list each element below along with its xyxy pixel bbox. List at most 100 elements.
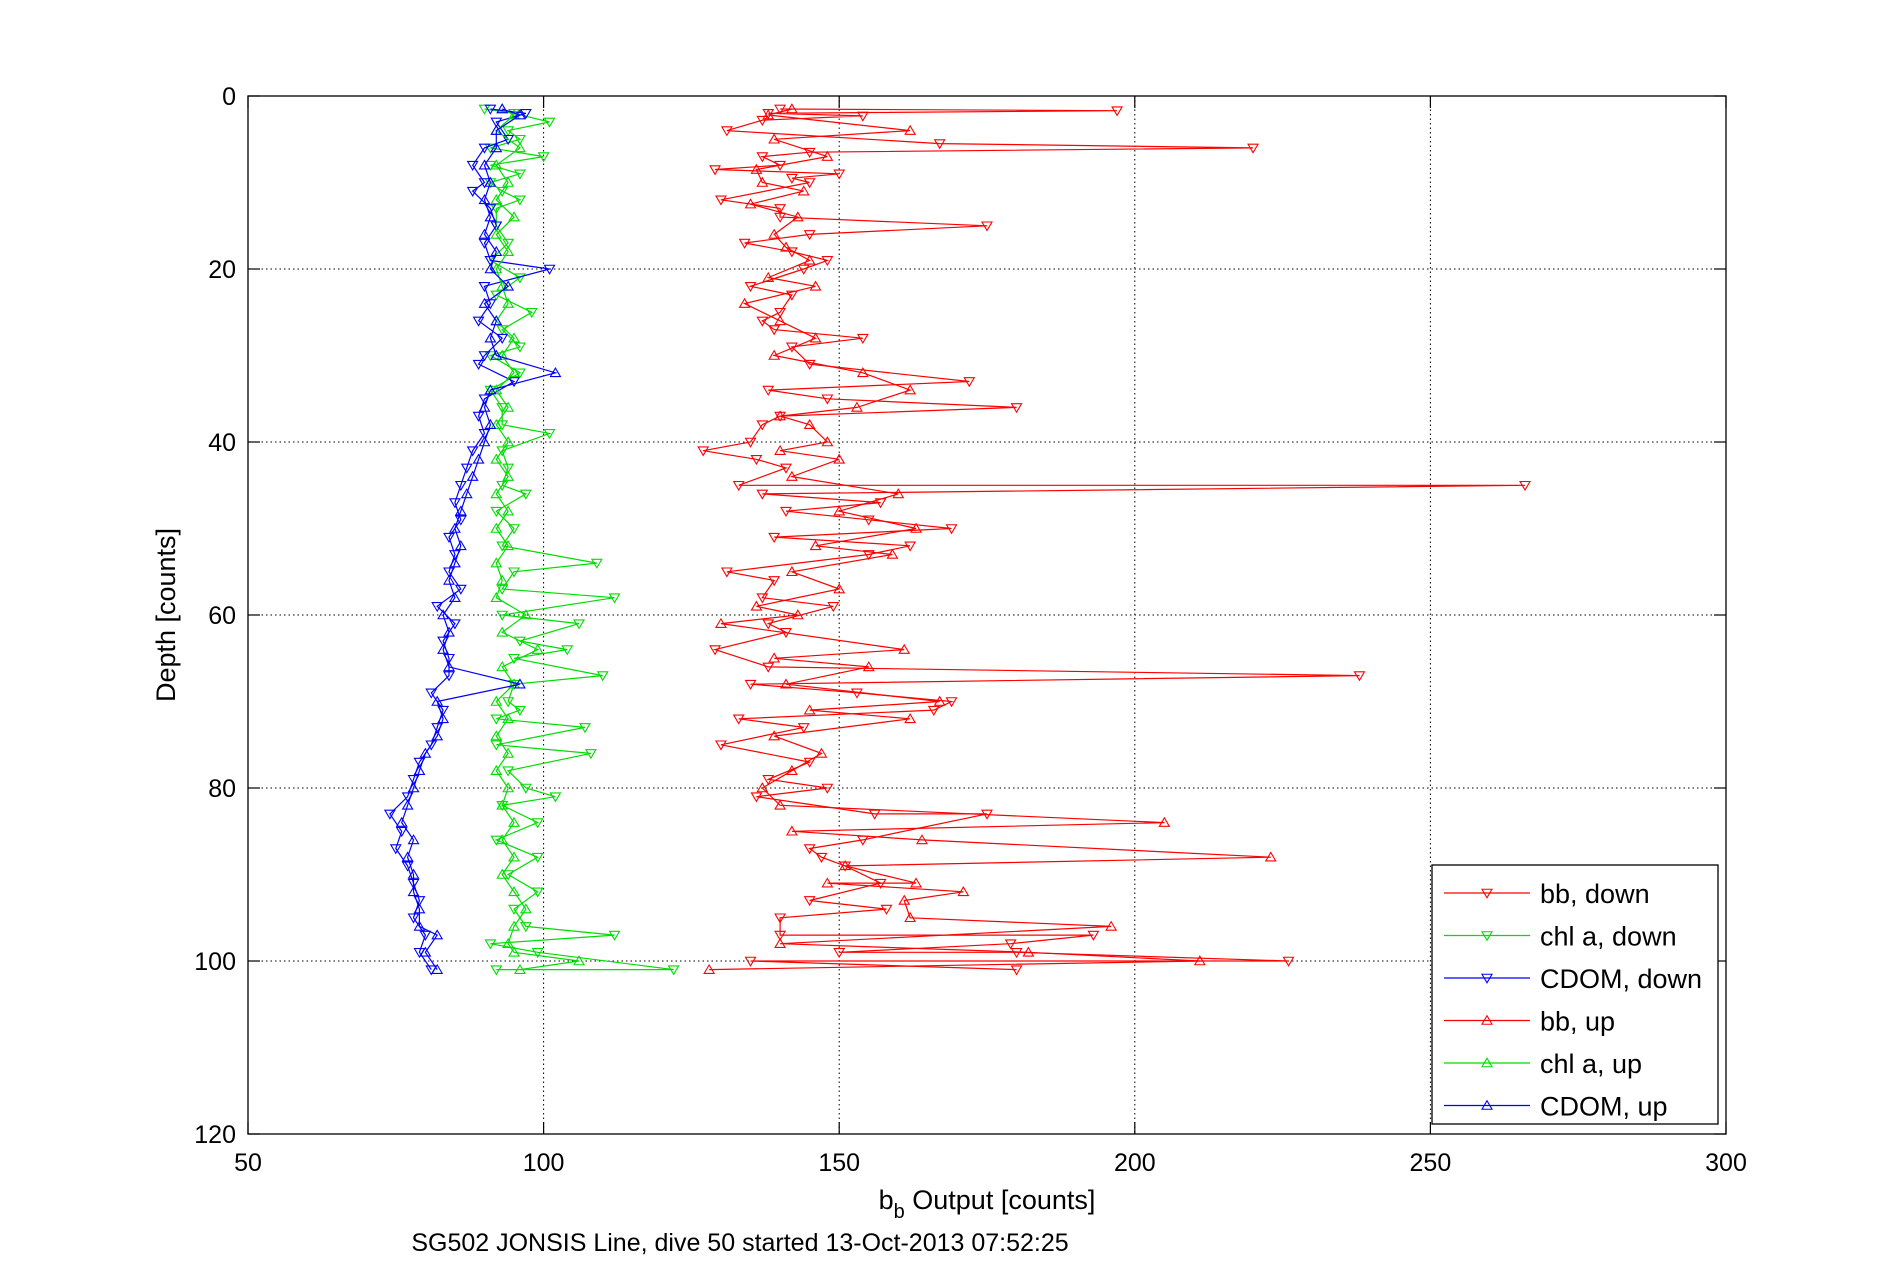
data-point-bb-down [785,173,798,185]
data-point-cdom-up [484,418,497,430]
data-point-bb-up [780,678,792,689]
data-point-chl-a-up [508,211,521,222]
data-point-bb-up [833,505,846,516]
legend-label: bb, up [1540,1007,1615,1037]
data-point-chl-a-down [496,186,509,197]
data-point-cdom-up [413,764,426,776]
legend-label: CDOM, up [1540,1092,1668,1122]
data-point-cdom-up [513,109,526,120]
data-point-chl-a-down [596,671,609,682]
legend-marker [1481,1014,1493,1025]
data-point-bb-down [756,316,769,327]
data-point-bb-down [1353,671,1366,682]
legend: bb, down chl a, down CDOM, down bb, up chl a… [1431,864,1719,1125]
x-tick-label: 50 [234,1149,262,1177]
ticks: 50 100 150 200 250 300 0 20 40 60 80 100 120 [194,83,1747,1177]
legend-item-cdom-down: CDOM, down [1444,964,1702,994]
data-point-bb-down [744,956,757,967]
series-line-chl-a-down [484,108,674,971]
data-point-chl-a-up [496,349,509,360]
data-point-bb-up [933,695,946,706]
data-point-cdom-up [484,176,497,187]
data-point-chl-a-up [502,176,515,187]
data-point-chl-a-down [502,766,515,777]
data-point-bb-down [720,126,733,137]
data-point-cdom-down [502,134,515,146]
data-point-cdom-down [466,186,479,197]
data-point-bb-down [981,221,993,232]
data-point-chl-a-up [490,764,503,776]
data-point-bb-down [803,178,816,189]
y-tick-label: 20 [208,256,236,284]
data-point-bb-down [797,723,810,734]
y-tick-label: 120 [194,1121,236,1149]
legend-item-chl-a-up: chl a, up [1444,1049,1642,1079]
data-point-chl-a-up [496,868,509,879]
data-point-cdom-up [407,868,420,879]
data-point-cdom-down [478,238,491,249]
data-point-cdom-down [443,671,455,682]
data-point-cdom-up [407,885,420,897]
data-point-bb-up [850,401,863,412]
data-point-bb-up [886,548,899,559]
data-point-chl-a-up [502,436,515,447]
data-point-bb-down [821,256,834,267]
data-point-bb-down [927,705,940,716]
data-point-chl-a-down [537,152,550,163]
data-point-cdom-down [454,515,467,526]
data-point-cdom-up [437,609,450,620]
data-point-bb-down [803,896,816,907]
data-point-cdom-up [448,522,461,533]
data-point-chl-a-down [484,939,497,950]
data-point-chl-a-down [508,904,521,915]
data-point-chl-a-down [513,195,526,206]
data-point-cdom-down [519,109,532,120]
data-point-bb-down [862,515,875,526]
data-point-bb-down [738,238,751,249]
series-bb-up [703,103,1277,974]
data-point-bb-up [768,730,781,741]
data-point-cdom-up [478,401,491,412]
data-point-bb-up [738,297,751,308]
legend-label: chl a, up [1540,1049,1642,1079]
data-point-bb-up [762,271,775,282]
data-point-bb-down [697,446,710,457]
data-point-bb-down [856,111,869,122]
data-point-bb-down [963,377,976,388]
data-point-bb-up [774,410,787,421]
data-point-cdom-up [549,366,562,378]
data-point-chl-a-down [531,818,544,829]
data-point-chl-a-down [519,783,532,794]
data-point-bb-up [856,366,869,378]
data-point-cdom-up [472,453,485,464]
data-point-bb-up [809,280,822,291]
data-point-cdom-up [513,678,526,689]
y-axis-title: Depth [counts] [151,528,181,702]
data-point-bb-down [744,437,757,448]
data-point-cdom-down [395,826,408,838]
data-point-bb-down [1010,948,1023,959]
data-point-bb-down [1004,939,1017,950]
data-point-cdom-up [407,782,420,793]
data-point-cdom-up [478,228,491,239]
data-point-chl-a-down [496,446,509,457]
data-point-bb-up [703,963,716,974]
data-point-bb-up [768,652,781,663]
data-point-chl-a-up [502,505,515,516]
data-point-bb-up [768,133,781,144]
data-point-bb-down [768,532,781,543]
legend-marker [1481,1099,1493,1110]
data-point-chl-a-up [502,712,515,724]
data-point-cdom-down [472,359,485,370]
data-point-chl-a-down [490,204,503,215]
data-point-bb-up [774,799,787,810]
data-point-cdom-up [419,747,432,758]
data-point-cdom-down [490,221,503,232]
data-point-chl-a-up [490,557,503,568]
data-point-cdom-up [490,315,503,326]
data-point-bb-down [1087,930,1100,941]
data-point-bb-down [709,165,722,176]
data-point-chl-a-down [496,325,509,336]
data-point-bb-up [768,349,781,360]
